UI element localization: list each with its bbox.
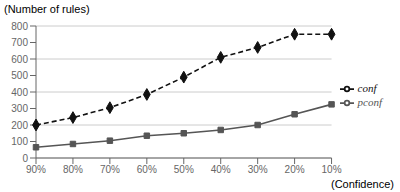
- svg-text:10%: 10%: [322, 164, 342, 175]
- html-text:(Confidence): (Confidence): [331, 178, 394, 190]
- svg-text:90%: 90%: [26, 164, 46, 175]
- svg-text:700: 700: [11, 37, 28, 48]
- svg-text:100: 100: [11, 136, 28, 147]
- svg-text:0: 0: [22, 153, 28, 164]
- svg-text:40%: 40%: [211, 164, 231, 175]
- svg-text:400: 400: [11, 87, 28, 98]
- html-text:pconf: pconf: [357, 96, 382, 108]
- svg-text:600: 600: [11, 54, 28, 65]
- html-text:(Number of rules): (Number of rules): [4, 3, 90, 15]
- svg-text:200: 200: [11, 120, 28, 131]
- svg-text:50%: 50%: [174, 164, 194, 175]
- svg-text:80%: 80%: [63, 164, 83, 175]
- svg-text:500: 500: [11, 70, 28, 81]
- svg-text:30%: 30%: [248, 164, 268, 175]
- svg-text:800: 800: [11, 21, 28, 32]
- html-text:conf: conf: [357, 81, 377, 94]
- svg-text:70%: 70%: [100, 164, 120, 175]
- svg-text:20%: 20%: [285, 164, 305, 175]
- svg-text:300: 300: [11, 103, 28, 114]
- svg-text:60%: 60%: [137, 164, 157, 175]
